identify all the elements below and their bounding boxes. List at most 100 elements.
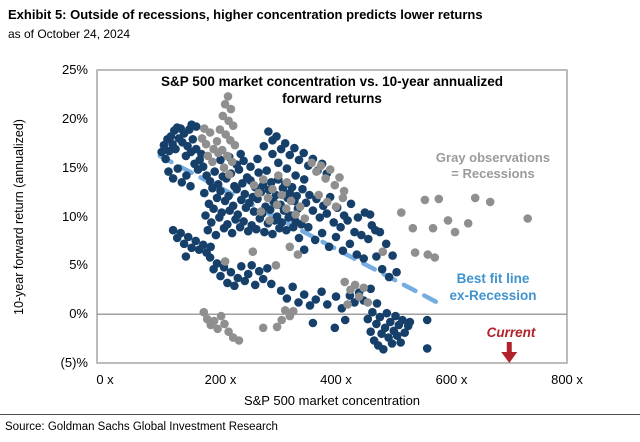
x-tick-label: 200 x: [204, 372, 237, 387]
observation-point: [308, 318, 318, 328]
observation-point: [188, 135, 198, 144]
recession-point: [254, 188, 263, 198]
annotation-line: Gray observations: [435, 150, 551, 165]
observation-point: [352, 250, 362, 259]
recession-point: [325, 165, 335, 174]
observation-point: [345, 239, 355, 249]
recession-point: [314, 190, 324, 200]
recession-point: [291, 210, 300, 219]
observation-point: [282, 294, 292, 303]
observation-point: [422, 315, 432, 325]
observation-point: [254, 168, 263, 177]
observation-point: [240, 276, 250, 286]
observation-point: [264, 127, 273, 136]
observation-point: [329, 218, 339, 227]
observation-point: [267, 279, 276, 289]
observation-point: [267, 178, 276, 187]
recession-point: [265, 216, 274, 225]
observation-point: [210, 167, 219, 176]
observation-point: [340, 315, 350, 325]
observation-point: [177, 178, 187, 187]
recession-point: [219, 163, 229, 172]
observation-point: [276, 286, 286, 296]
observation-point: [386, 317, 395, 327]
observation-point: [268, 229, 277, 239]
recession-point: [443, 216, 453, 225]
current-arrow-icon: [501, 352, 518, 363]
observation-point: [331, 292, 341, 301]
observation-point: [203, 225, 213, 235]
observation-point: [381, 239, 391, 249]
plot-border: [96, 69, 568, 364]
observation-point: [216, 271, 225, 281]
recession-point: [218, 111, 228, 121]
observation-point: [161, 154, 170, 164]
observation-point: [324, 242, 334, 252]
observation-point: [288, 282, 298, 292]
observation-point: [226, 267, 236, 277]
observation-point: [187, 243, 196, 253]
observation-point: [375, 227, 385, 237]
observation-point: [387, 339, 397, 348]
observation-point: [227, 228, 237, 238]
observation-point: [396, 338, 406, 347]
recession-point: [268, 184, 277, 194]
recession-point: [230, 140, 240, 150]
recession-point: [201, 139, 211, 149]
observation-point: [230, 281, 239, 291]
observation-point: [392, 267, 401, 277]
observation-point: [236, 149, 245, 159]
observation-point: [183, 232, 193, 242]
observation-point: [331, 232, 341, 242]
observation-point: [277, 218, 287, 227]
recession-point: [450, 227, 460, 237]
observation-point: [164, 167, 173, 176]
recession-point: [220, 99, 230, 109]
recession-point: [323, 197, 332, 207]
recession-point: [199, 307, 209, 317]
observation-point: [280, 139, 290, 148]
chart-title-line: forward returns: [282, 90, 382, 106]
recession-point: [271, 261, 281, 270]
observation-point: [237, 262, 246, 271]
recession-point: [272, 322, 282, 332]
observation-point: [317, 287, 326, 297]
observation-point: [291, 171, 300, 180]
annotation-line: Best fit line: [456, 271, 530, 286]
exhibit-title: Exhibit 5: Outside of recessions, higher…: [8, 7, 483, 22]
observation-point: [292, 191, 302, 201]
recession-point: [220, 257, 230, 266]
observation-point: [209, 204, 218, 213]
observation-point: [272, 212, 282, 221]
recession-point: [227, 157, 237, 167]
observation-point: [308, 206, 318, 215]
recession-point: [363, 298, 373, 307]
observation-point: [157, 147, 166, 157]
observation-point: [239, 217, 248, 226]
observation-point: [238, 179, 247, 188]
recession-point: [221, 130, 230, 139]
observation-point: [228, 201, 238, 211]
observation-point: [322, 209, 332, 218]
recession-point: [423, 250, 433, 259]
observation-point: [380, 323, 390, 333]
observation-point: [260, 227, 269, 237]
observation-point: [191, 236, 200, 246]
observation-point: [223, 220, 232, 229]
observation-point: [186, 181, 195, 191]
observation-point: [212, 259, 222, 268]
y-tick-label: 20%: [61, 110, 88, 126]
chart-title-line: S&P 500 market concentration vs. 10-year…: [161, 74, 503, 89]
y-tick-label: 5%: [69, 257, 88, 273]
current-annotation: Current: [486, 325, 536, 340]
source-divider: [0, 414, 640, 415]
observation-point: [294, 155, 304, 165]
observation-point: [265, 205, 275, 214]
recession-point: [428, 223, 438, 233]
observation-point: [213, 180, 223, 189]
observation-point: [182, 171, 191, 180]
observation-point: [346, 199, 356, 209]
recession-point: [289, 306, 298, 316]
observation-point: [392, 331, 402, 341]
observation-point: [305, 301, 315, 310]
